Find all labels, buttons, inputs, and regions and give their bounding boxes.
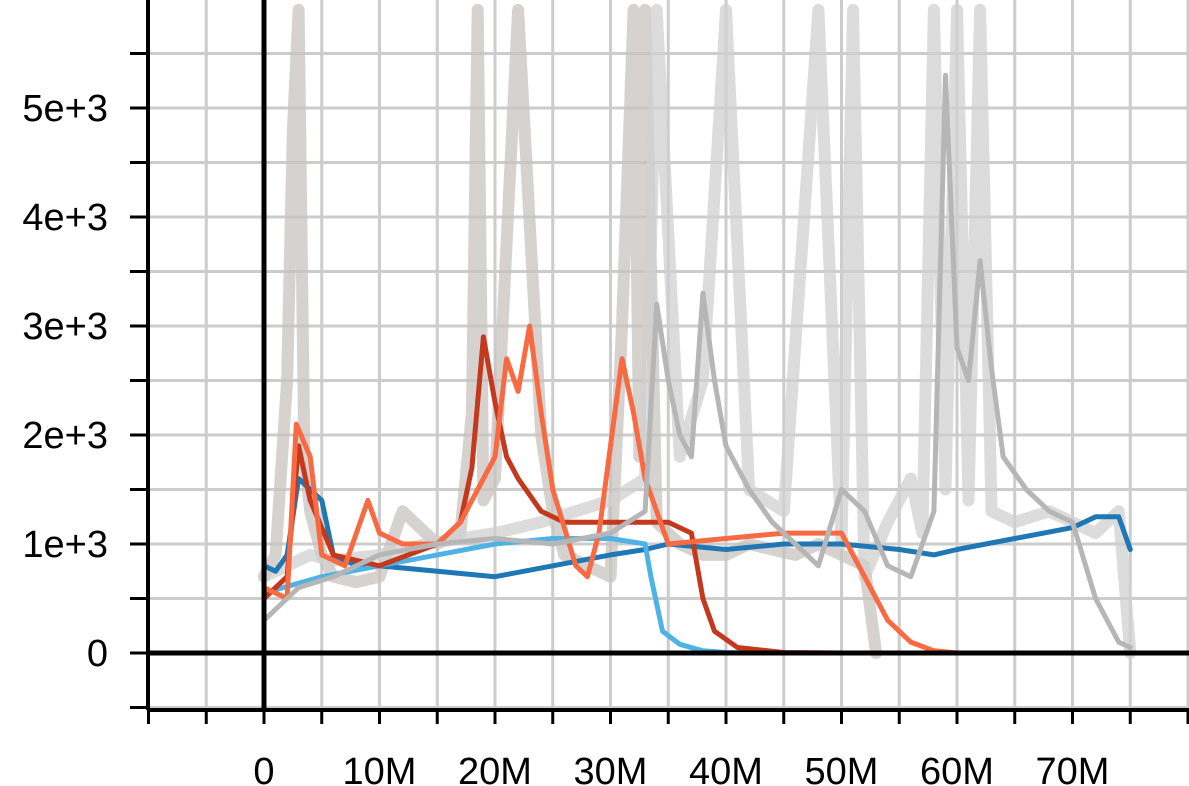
y-tick-label: 0 xyxy=(87,633,108,675)
series-layer xyxy=(261,72,1133,656)
x-tick-label: 60M xyxy=(920,751,994,786)
tick-labels: 0 1e+3 2e+3 3e+3 4e+3 5e+3 0 10M 20M 30M 40M 50M 60M… xyxy=(22,88,1109,786)
x-tick-label: 20M xyxy=(458,751,532,786)
x-tick-label: 10M xyxy=(343,751,417,786)
series-line-3 xyxy=(261,334,844,656)
y-tick-label: 1e+3 xyxy=(22,524,108,566)
y-tick-label: 5e+3 xyxy=(22,88,108,130)
series-line-5 xyxy=(261,72,1133,650)
x-tick-label: 50M xyxy=(805,751,879,786)
x-tick-label: 70M xyxy=(1036,751,1110,786)
y-tick-label: 2e+3 xyxy=(22,415,108,457)
x-tick-label: 0 xyxy=(253,751,274,786)
x-tick-label: 30M xyxy=(574,751,648,786)
y-tick-label: 3e+3 xyxy=(22,306,108,348)
axes xyxy=(130,0,1189,724)
x-tick-label: 40M xyxy=(689,751,763,786)
y-tick-label: 4e+3 xyxy=(22,197,108,239)
series-line-4 xyxy=(261,323,960,656)
